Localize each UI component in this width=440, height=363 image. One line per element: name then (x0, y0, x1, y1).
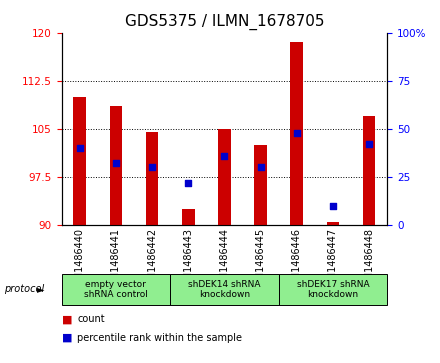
Bar (110, 106, 122, 225)
Text: ■: ■ (62, 333, 72, 343)
Bar (363, 116, 375, 225)
Text: count: count (77, 314, 105, 325)
Bar (326, 222, 339, 225)
Point (112, 160, 119, 166)
Bar (146, 132, 158, 225)
Point (257, 164, 264, 170)
Text: shDEK14 shRNA
knockdown: shDEK14 shRNA knockdown (188, 280, 260, 299)
Point (221, 153, 228, 159)
Point (149, 164, 156, 170)
Point (330, 203, 337, 209)
Point (185, 180, 192, 185)
Title: GDS5375 / ILMN_1678705: GDS5375 / ILMN_1678705 (125, 14, 324, 30)
Bar (73, 97, 86, 225)
Text: protocol: protocol (4, 285, 44, 294)
Bar (254, 145, 267, 225)
Text: percentile rank within the sample: percentile rank within the sample (77, 333, 242, 343)
Bar (218, 129, 231, 225)
Bar (290, 42, 303, 225)
Point (366, 141, 373, 147)
Bar (182, 209, 194, 225)
Point (76, 145, 83, 151)
Text: ►: ► (37, 285, 45, 294)
Point (293, 130, 300, 136)
Text: empty vector
shRNA control: empty vector shRNA control (84, 280, 148, 299)
Text: ■: ■ (62, 314, 72, 325)
Text: shDEK17 shRNA
knockdown: shDEK17 shRNA knockdown (297, 280, 369, 299)
